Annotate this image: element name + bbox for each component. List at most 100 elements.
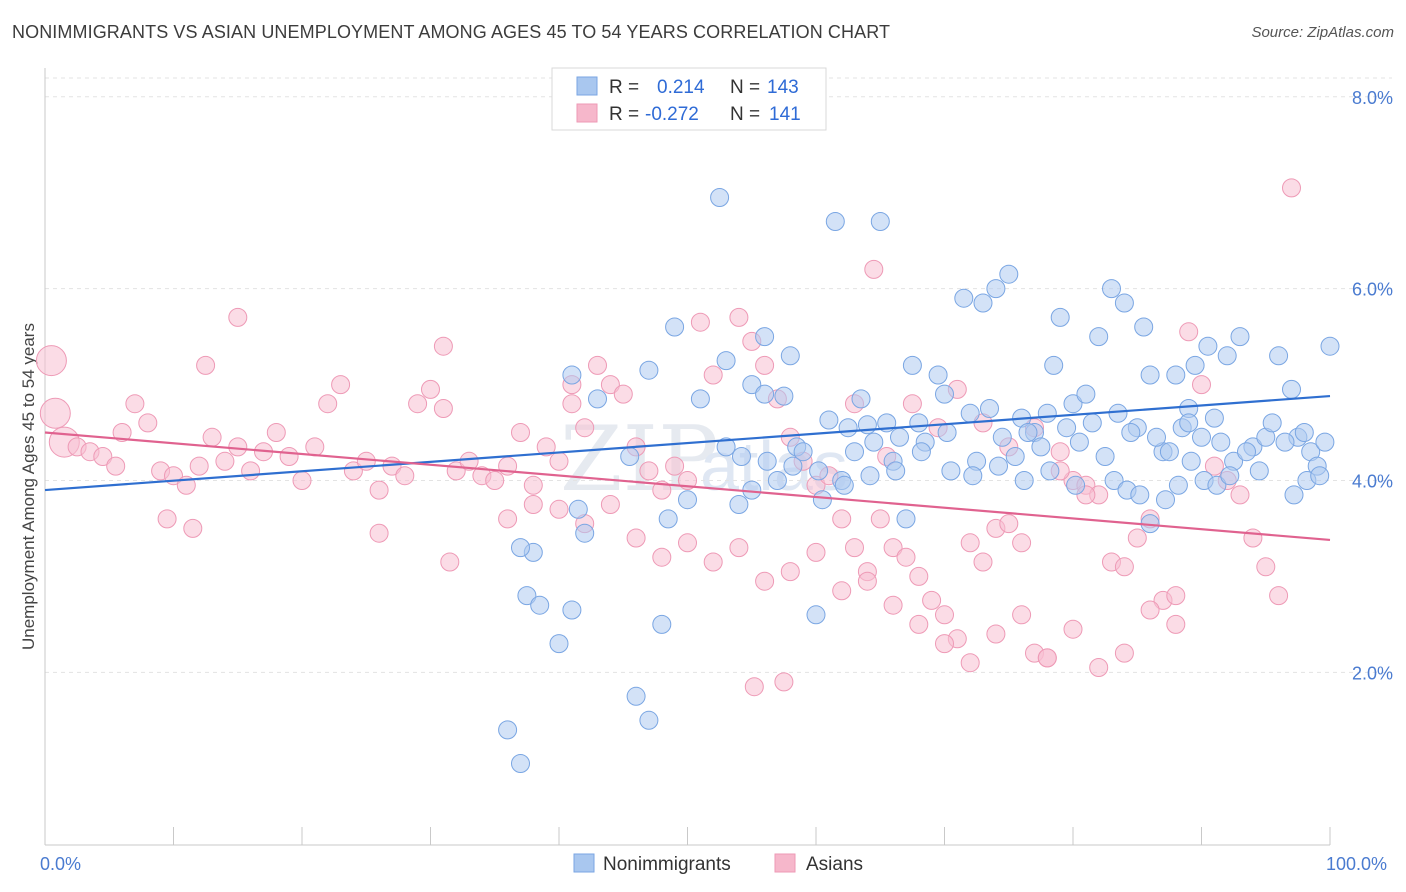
nonimmigrants-point [1185, 355, 1205, 375]
asians-point [755, 571, 775, 591]
nonimmigrants-point [530, 595, 550, 615]
asians-point [652, 547, 672, 567]
nonimmigrants-point [1282, 379, 1301, 399]
asians-point [202, 427, 222, 447]
nonimmigrants-point [690, 389, 710, 409]
asians-point [1269, 586, 1289, 606]
asians-point [864, 259, 884, 279]
asians-point [1192, 375, 1211, 395]
x-tick-label-min: 0.0% [40, 854, 81, 874]
asians-point [626, 528, 646, 548]
asians-point [106, 456, 126, 476]
asians-point [1243, 528, 1263, 548]
asians-point [266, 423, 286, 442]
nonimmigrants-point [588, 389, 607, 409]
y-tick-label: 6.0% [1352, 280, 1393, 300]
nonimmigrants-point [1147, 427, 1166, 447]
asians-point [485, 471, 505, 490]
nonimmigrants-point [963, 466, 983, 486]
nonimmigrants-point [806, 605, 826, 625]
asians-point [1089, 658, 1109, 677]
asians-point [845, 538, 864, 558]
asians-point [1063, 619, 1083, 639]
asians-point [896, 547, 916, 567]
asians-point [999, 514, 1019, 534]
legend-n-value-nonimmigrants: 143 [767, 77, 799, 98]
legend-r-value-nonimmigrants: 0.214 [657, 77, 705, 98]
nonimmigrants-point [678, 490, 697, 510]
asians-point [832, 581, 852, 601]
nonimmigrants-point [941, 461, 961, 481]
legend-swatch-asians [576, 103, 598, 123]
asians-point [369, 523, 389, 543]
asians-point [536, 437, 556, 457]
asians-point [305, 437, 325, 457]
nonimmigrants-point [1294, 423, 1314, 442]
asians-point [588, 355, 607, 375]
nonimmigrants-point [838, 418, 858, 438]
legend-r-value-asians: -0.272 [645, 104, 699, 125]
y-axis-label: Unemployment Among Ages 45 to 54 years [19, 323, 38, 650]
nonimmigrants-point [1262, 413, 1282, 433]
asians-trend-line [44, 431, 1331, 542]
nonimmigrants-point [1014, 471, 1034, 490]
asians-point [183, 518, 203, 538]
asians-point [331, 375, 351, 395]
chart-title: NONIMMIGRANTS VS ASIAN UNEMPLOYMENT AMON… [12, 22, 891, 42]
nonimmigrants-point [1166, 365, 1186, 385]
nonimmigrants-point [1076, 384, 1096, 404]
asians-point [986, 624, 1006, 644]
asians-point [1012, 533, 1032, 553]
x-axis-ticks [44, 827, 1331, 845]
asians-point [1256, 557, 1276, 577]
asians-point [678, 533, 697, 553]
nonimmigrants-point [909, 413, 929, 433]
nonimmigrants-point [742, 375, 762, 395]
asians-point [369, 480, 389, 500]
asians-point [1230, 485, 1250, 505]
asians-point [639, 461, 659, 481]
asians-point [883, 595, 903, 615]
nonimmigrants-point [652, 614, 672, 634]
nonimmigrants-point [767, 471, 787, 490]
asians-point [935, 634, 954, 654]
nonimmigrants-point [960, 403, 980, 423]
nonimmigrants-point [1102, 279, 1121, 299]
nonimmigrants-point [639, 710, 659, 730]
asians-point [440, 552, 460, 572]
nonimmigrants-point [973, 293, 993, 313]
asians-point [690, 312, 710, 332]
asians-point [909, 614, 929, 634]
nonimmigrants-point [864, 432, 884, 452]
nonimmigrants-point [658, 509, 678, 529]
nonimmigrants-point [1198, 336, 1218, 356]
asians-point [215, 451, 235, 471]
asians-point [433, 399, 453, 418]
nonimmigrants-point [812, 490, 832, 510]
asians-point [870, 509, 890, 529]
asians-point [883, 538, 903, 558]
nonimmigrants-point [1121, 423, 1141, 442]
series-legend-label-nonimmigrants: Nonimmigrants [603, 854, 731, 875]
nonimmigrants-point [825, 212, 845, 231]
nonimmigrants-point [755, 384, 775, 404]
nonimmigrants-point [851, 389, 871, 409]
asians-point [241, 461, 261, 481]
asians-point [935, 605, 954, 625]
y-tick-label: 2.0% [1352, 663, 1393, 683]
asians-point [1012, 605, 1032, 625]
nonimmigrants-point [1104, 471, 1124, 490]
asians-point [806, 542, 826, 562]
y-tick-labels: 2.0% 4.0% 6.0% 8.0% [1352, 88, 1393, 684]
asians-point [189, 456, 209, 476]
asians-point [1282, 178, 1301, 198]
asians-point [1140, 600, 1160, 620]
asians-point [511, 423, 530, 442]
series-legend-label-asians: Asians [806, 854, 863, 875]
nonimmigrants-point [986, 279, 1006, 299]
asians-point [960, 653, 980, 673]
asians-point [973, 552, 993, 572]
asians-point [549, 499, 569, 519]
asians-point [228, 307, 248, 327]
asians-point [196, 355, 216, 375]
